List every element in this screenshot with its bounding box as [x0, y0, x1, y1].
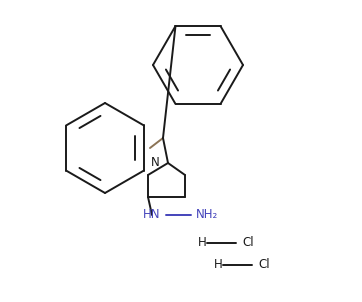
Text: Cl: Cl: [242, 236, 254, 249]
Text: H: H: [214, 259, 222, 271]
Text: NH₂: NH₂: [196, 208, 218, 221]
Text: HN: HN: [143, 208, 161, 221]
Text: Cl: Cl: [258, 259, 270, 271]
Text: N: N: [151, 156, 159, 169]
Text: H: H: [198, 236, 206, 249]
